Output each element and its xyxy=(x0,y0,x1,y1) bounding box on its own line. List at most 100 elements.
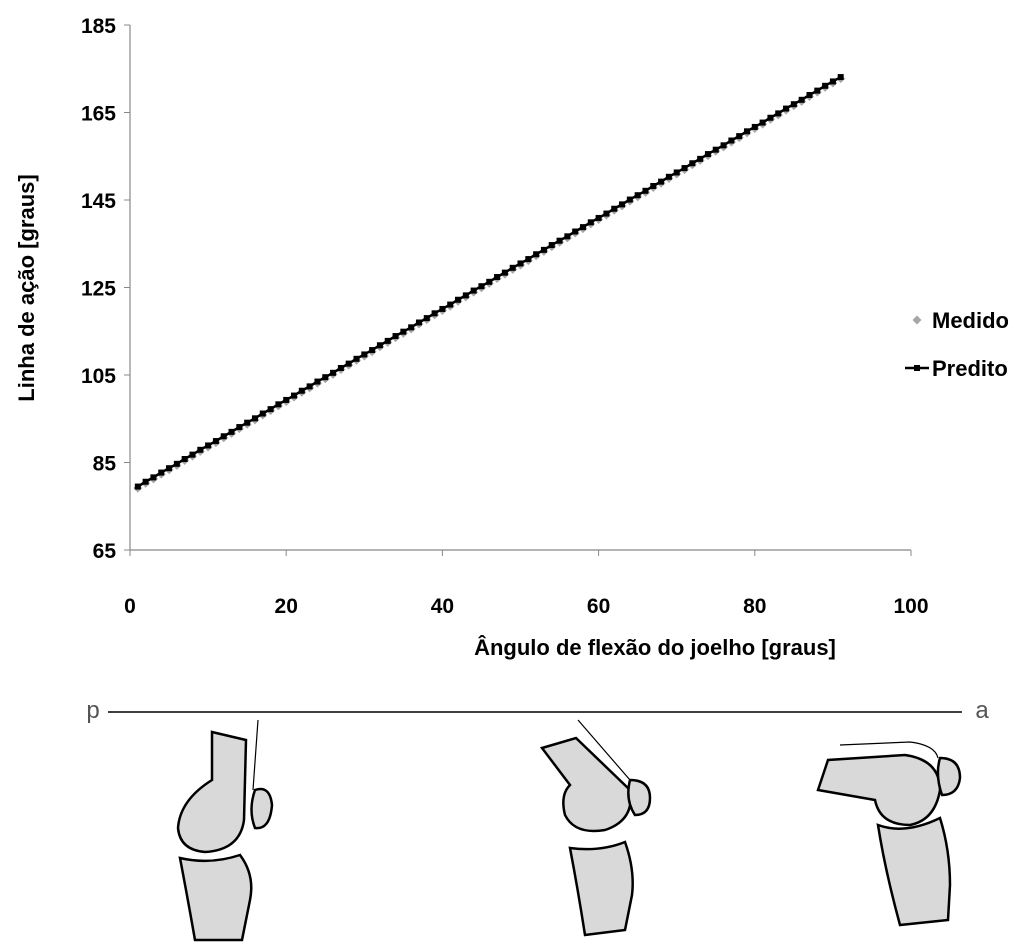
data-point xyxy=(502,270,508,276)
data-point xyxy=(252,415,258,421)
data-point xyxy=(150,474,156,480)
data-point xyxy=(510,265,516,271)
data-point xyxy=(674,169,680,175)
data-point xyxy=(697,156,703,162)
data-point xyxy=(471,288,477,294)
data-point xyxy=(705,151,711,157)
data-point xyxy=(619,201,625,207)
data-point xyxy=(416,320,422,326)
data-point xyxy=(767,115,773,121)
data-point xyxy=(650,183,656,189)
x-tick-label: 60 xyxy=(587,595,610,618)
y-tick-label: 105 xyxy=(81,365,116,388)
data-point xyxy=(783,106,789,112)
y-axis-title: Linha de ação [graus] xyxy=(14,174,39,401)
data-point xyxy=(221,433,227,439)
data-point xyxy=(408,324,414,330)
x-axis-title: Ângulo de flexão do joelho [graus] xyxy=(474,635,836,660)
data-point xyxy=(627,197,633,203)
y-tick-label: 145 xyxy=(81,190,116,213)
data-point xyxy=(549,242,555,248)
data-point xyxy=(744,128,750,134)
data-point xyxy=(353,356,359,362)
data-point xyxy=(158,470,164,476)
data-point xyxy=(814,88,820,94)
legend-label: Medido xyxy=(932,308,1009,333)
x-tick-label: 80 xyxy=(743,595,766,618)
data-point xyxy=(557,238,563,244)
data-point xyxy=(299,388,305,394)
legend-marker xyxy=(913,316,922,325)
knee-illustration: p a xyxy=(86,697,989,940)
data-point xyxy=(721,142,727,148)
data-point xyxy=(486,279,492,285)
data-point xyxy=(822,83,828,89)
data-point xyxy=(518,260,524,266)
data-point xyxy=(611,206,617,212)
data-point xyxy=(580,224,586,230)
data-point xyxy=(838,74,844,80)
y-tick-label: 85 xyxy=(93,453,117,476)
data-point xyxy=(432,310,438,316)
data-point xyxy=(447,302,453,308)
data-point xyxy=(760,120,766,126)
data-point xyxy=(736,133,742,139)
data-point xyxy=(307,383,313,389)
data-point xyxy=(229,429,235,435)
x-tick-label: 20 xyxy=(275,595,298,618)
data-point xyxy=(666,174,672,180)
data-point xyxy=(283,397,289,403)
data-point xyxy=(689,160,695,166)
figure: Ângulo de flexão do joelho [graus] Linha… xyxy=(0,0,1013,942)
data-point xyxy=(361,351,367,357)
data-point xyxy=(322,374,328,380)
data-point xyxy=(572,229,578,235)
data-point xyxy=(603,211,609,217)
x-tick-label: 40 xyxy=(431,595,454,618)
data-point xyxy=(393,333,399,339)
data-point xyxy=(752,124,758,130)
data-point xyxy=(455,297,461,303)
data-point xyxy=(369,347,375,353)
data-point xyxy=(213,438,219,444)
data-point xyxy=(806,92,812,98)
data-point xyxy=(174,461,180,467)
series-predito xyxy=(135,74,844,490)
x-tick-label: 0 xyxy=(124,595,136,618)
data-point xyxy=(205,442,211,448)
data-point xyxy=(424,315,430,321)
data-point xyxy=(400,329,406,335)
data-point xyxy=(791,101,797,107)
data-point xyxy=(682,165,688,171)
data-point xyxy=(658,179,664,185)
legend-label: Predito xyxy=(932,356,1008,381)
data-point xyxy=(478,283,484,289)
data-point xyxy=(439,306,445,312)
data-point xyxy=(268,406,274,412)
data-point xyxy=(260,411,266,417)
data-point xyxy=(541,247,547,253)
data-point xyxy=(135,484,141,490)
data-point xyxy=(244,420,250,426)
data-point xyxy=(642,188,648,194)
y-tick-label: 65 xyxy=(93,540,117,563)
data-point xyxy=(291,393,297,399)
data-point xyxy=(166,465,172,471)
data-point xyxy=(588,219,594,225)
data-point xyxy=(713,147,719,153)
data-point xyxy=(463,292,469,298)
data-point xyxy=(596,215,602,221)
data-point xyxy=(775,110,781,116)
y-tick-label: 185 xyxy=(81,15,116,38)
data-point xyxy=(494,274,500,280)
data-point xyxy=(182,456,188,462)
data-point xyxy=(830,78,836,84)
y-tick-label: 165 xyxy=(81,103,116,126)
data-point xyxy=(635,192,641,198)
data-point xyxy=(236,424,242,430)
data-point xyxy=(143,479,149,485)
data-point xyxy=(314,379,320,385)
data-point xyxy=(330,370,336,376)
data-point xyxy=(728,138,734,144)
data-point xyxy=(799,97,805,103)
